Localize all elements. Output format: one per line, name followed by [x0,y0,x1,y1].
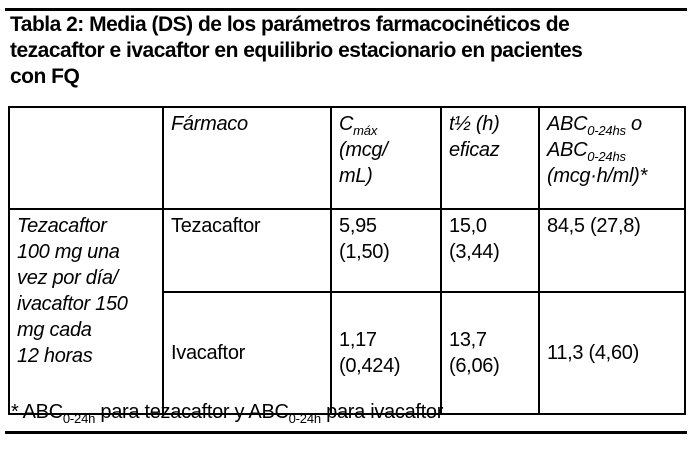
table-row-tezacaftor: Tezacaftor 100 mg una vez por día/ ivaca… [8,208,686,415]
top-rule [5,8,687,11]
ivacaftor-half-life-cell: 13,7 (6,06) [440,291,540,415]
cmax-subscript: máx [353,123,378,138]
table-header-row: Fármaco Cmáx (mcg/ mL) t½ (h) eficaz ABC… [8,106,686,210]
table-title: Tabla 2: Media (DS) de los parámetros fa… [10,13,583,88]
cmax-symbol: C [339,113,354,135]
dose-regimen-cell: Tezacaftor 100 mg una vez por día/ ivaca… [8,208,164,415]
abc-symbol-1: ABC [547,113,588,135]
footnote-start: * ABC [11,401,63,423]
header-farmaco: Fármaco [162,106,332,210]
header-half-life: t½ (h) eficaz [440,106,540,210]
tezacaftor-abc-cell: 84,5 (27,8) [538,208,686,293]
tezacaftor-half-life-cell: 15,0 (3,44) [440,208,540,293]
footnote-end: para ivacaftor [320,401,444,423]
abc-subscript-2: 0-24hs [587,149,626,164]
ivacaftor-drug-cell: Ivacaftor [162,291,332,415]
table-row-ivacaftor: Ivacaftor 1,17 (0,424) 13,7 (6,06) 11,3 … [9,291,686,415]
abc-subscript-1: 0-24hs [587,123,626,138]
footnote-subscript-1: 0-24h [62,411,96,426]
table-footnote: * ABC0-24h para tezacaftor y ABC0-24h pa… [11,401,444,426]
ivacaftor-cmax-cell: 1,17 (0,424) [330,291,442,415]
footnote-middle: para tezacaftor y ABC [95,401,289,423]
abc-connector: o ABC [547,113,642,161]
header-empty-cell [8,106,164,210]
footnote-subscript-2: 0-24h [288,411,321,426]
header-cmax: Cmáx (mcg/ mL) [330,106,442,210]
tezacaftor-cmax-cell: 5,95 (1,50) [330,208,442,293]
cmax-units: (mcg/ mL) [339,139,388,187]
abc-units: (mcg·h/ml)* [547,165,648,187]
bottom-rule [5,431,687,434]
pharmacokinetics-table: Fármaco Cmáx (mcg/ mL) t½ (h) eficaz ABC… [8,106,686,415]
tezacaftor-drug-cell: Tezacaftor [162,208,332,293]
header-abc: ABC0-24hs o ABC0-24hs (mcg·h/ml)* [538,106,686,210]
ivacaftor-abc-cell: 11,3 (4,60) [538,291,686,415]
